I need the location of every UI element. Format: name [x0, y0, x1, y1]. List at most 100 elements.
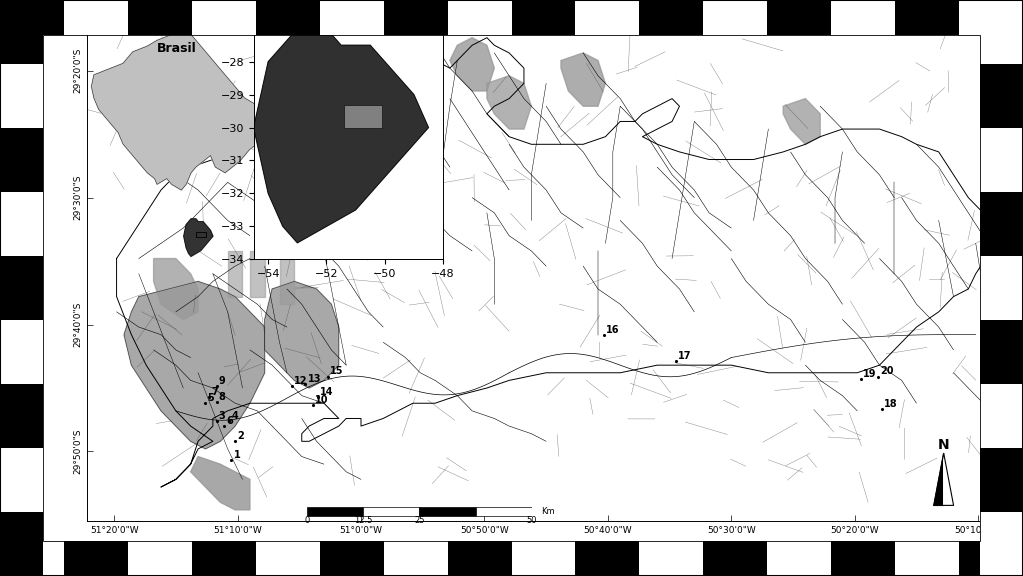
Polygon shape [487, 76, 531, 129]
Text: Km: Km [541, 507, 554, 516]
Text: 18: 18 [884, 399, 897, 409]
Text: 12: 12 [295, 376, 308, 386]
Polygon shape [124, 282, 265, 449]
Bar [0, 320, 43, 384]
Bar [575, 0, 639, 35]
Text: 17: 17 [678, 351, 692, 361]
Bar [704, 541, 767, 576]
Text: 1: 1 [233, 450, 240, 460]
Bar [512, 0, 575, 35]
Bar [0, 541, 63, 576]
Bar [363, 507, 419, 516]
Text: 12.5: 12.5 [354, 516, 372, 525]
Bar [476, 507, 532, 516]
Text: 0: 0 [304, 516, 310, 525]
Text: 2: 2 [237, 431, 243, 441]
Bar [0, 448, 43, 512]
Polygon shape [339, 60, 391, 122]
Text: 13: 13 [308, 374, 321, 384]
Polygon shape [943, 453, 953, 505]
Bar [767, 0, 831, 35]
Polygon shape [561, 53, 606, 106]
Polygon shape [279, 259, 295, 304]
Bar [0, 256, 43, 320]
Bar [256, 541, 319, 576]
Polygon shape [265, 282, 339, 388]
Bar [419, 507, 476, 516]
Polygon shape [153, 259, 198, 320]
Bar [0, 512, 43, 576]
Text: 15: 15 [329, 366, 344, 377]
Bar [0, 64, 43, 128]
Text: 7: 7 [211, 387, 218, 397]
Bar [980, 192, 1023, 256]
Polygon shape [91, 35, 281, 190]
Bar [639, 541, 704, 576]
Bar [831, 0, 895, 35]
Bar [63, 541, 128, 576]
Text: 20: 20 [880, 366, 893, 377]
Bar [307, 507, 363, 516]
Polygon shape [250, 251, 265, 297]
Text: 25: 25 [414, 516, 425, 525]
Bar [128, 0, 192, 35]
Bar [319, 541, 384, 576]
Text: 8: 8 [219, 392, 225, 401]
Bar [980, 128, 1023, 192]
Bar [0, 384, 43, 448]
Text: 50: 50 [527, 516, 537, 525]
Polygon shape [117, 37, 990, 487]
Polygon shape [450, 37, 494, 91]
Bar [980, 64, 1023, 128]
Bar [344, 104, 382, 127]
Bar [0, 0, 43, 64]
Bar [831, 541, 895, 576]
Bar [448, 541, 512, 576]
Bar [192, 0, 256, 35]
Polygon shape [228, 251, 242, 297]
Bar [980, 256, 1023, 320]
Bar [448, 0, 512, 35]
Bar [43, 35, 980, 541]
Bar [0, 192, 43, 256]
Bar [895, 541, 960, 576]
Bar [192, 541, 256, 576]
Bar [895, 0, 960, 35]
Bar [319, 0, 384, 35]
Bar [0, 128, 43, 192]
Bar [980, 448, 1023, 512]
Bar [256, 0, 319, 35]
Bar [704, 0, 767, 35]
Bar [980, 320, 1023, 384]
Polygon shape [190, 457, 250, 510]
Bar [128, 541, 192, 576]
Text: 10: 10 [315, 395, 328, 405]
Bar [639, 0, 704, 35]
Text: 5: 5 [208, 393, 214, 403]
Text: Brasil: Brasil [157, 42, 196, 55]
Polygon shape [254, 29, 429, 242]
Bar [195, 232, 206, 237]
Text: N: N [938, 438, 949, 452]
Bar [384, 0, 448, 35]
Bar [980, 0, 1023, 64]
Bar [960, 541, 1023, 576]
Bar [980, 384, 1023, 448]
Text: 16: 16 [606, 325, 620, 335]
Text: 14: 14 [320, 387, 333, 397]
Bar [512, 541, 575, 576]
Text: 19: 19 [863, 369, 877, 379]
Text: 9: 9 [219, 376, 225, 386]
Polygon shape [934, 453, 943, 505]
Text: 4: 4 [231, 411, 238, 420]
Bar [767, 541, 831, 576]
Text: 3: 3 [219, 411, 225, 420]
Polygon shape [784, 98, 820, 145]
Bar [980, 512, 1023, 576]
Text: 6: 6 [226, 416, 233, 426]
Polygon shape [184, 219, 213, 256]
Bar [0, 0, 63, 35]
Bar [960, 0, 1023, 35]
Bar [63, 0, 128, 35]
Bar [575, 541, 639, 576]
